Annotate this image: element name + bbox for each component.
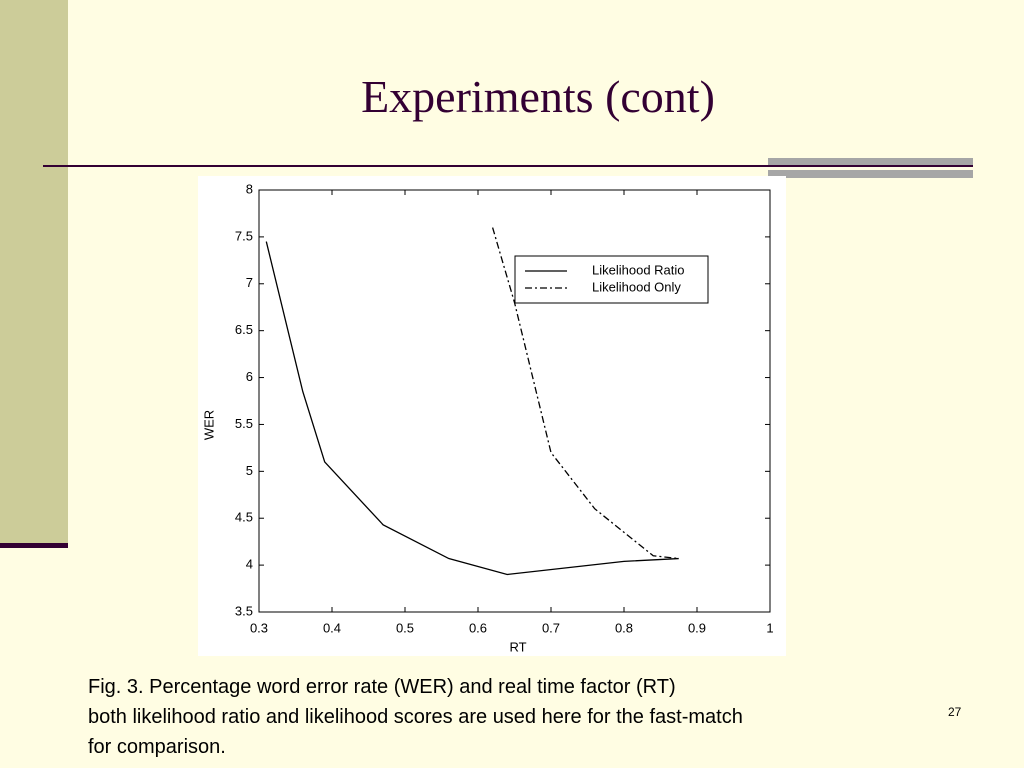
chart-background bbox=[198, 176, 786, 656]
x-tick-label: 0.8 bbox=[615, 620, 633, 635]
series-line bbox=[265, 241, 679, 576]
caption-line: Fig. 3. Percentage word error rate (WER)… bbox=[88, 676, 676, 698]
legend-label: Likelihood Only bbox=[592, 279, 681, 294]
slide-title: Experiments (cont) bbox=[361, 71, 715, 122]
side-bar bbox=[0, 543, 68, 548]
y-tick-label: 5 bbox=[246, 463, 253, 478]
y-tick-label: 3.5 bbox=[235, 603, 253, 618]
y-tick-label: 6 bbox=[246, 369, 253, 384]
x-axis-label: RT bbox=[509, 639, 526, 654]
x-tick-label: 0.7 bbox=[542, 620, 560, 635]
x-tick-label: 0.9 bbox=[688, 620, 706, 635]
title-rule bbox=[43, 165, 973, 167]
y-tick-label: 8 bbox=[246, 181, 253, 196]
side-strip bbox=[0, 0, 68, 545]
x-tick-label: 0.6 bbox=[469, 620, 487, 635]
x-tick-label: 0.4 bbox=[323, 620, 341, 635]
y-axis-label: WER bbox=[201, 410, 216, 440]
y-tick-label: 4 bbox=[246, 557, 253, 572]
y-tick-label: 6.5 bbox=[235, 322, 253, 337]
legend-label: Likelihood Ratio bbox=[592, 262, 685, 277]
x-tick-label: 1 bbox=[766, 620, 773, 635]
y-tick-label: 5.5 bbox=[235, 416, 253, 431]
caption-line: both likelihood ratio and likelihood sco… bbox=[88, 706, 743, 728]
rule-accent bbox=[768, 158, 973, 165]
rule-accent bbox=[768, 170, 973, 178]
plot-frame bbox=[258, 189, 771, 613]
y-tick-label: 4.5 bbox=[235, 510, 253, 525]
x-tick-label: 0.5 bbox=[396, 620, 414, 635]
chart: RT WER 0.3 0.4 0.5 0.6 0.7 0.8 0.9 1 3.5 4 4.5 5 5.5… bbox=[198, 176, 786, 656]
caption-line: for comparison. bbox=[88, 736, 226, 758]
series-line bbox=[491, 227, 679, 560]
page-number: 27 bbox=[948, 705, 962, 719]
y-tick-label: 7 bbox=[246, 275, 253, 290]
y-tick-label: 7.5 bbox=[235, 228, 253, 243]
x-tick-label: 0.3 bbox=[250, 620, 268, 635]
legend-box bbox=[514, 255, 709, 304]
